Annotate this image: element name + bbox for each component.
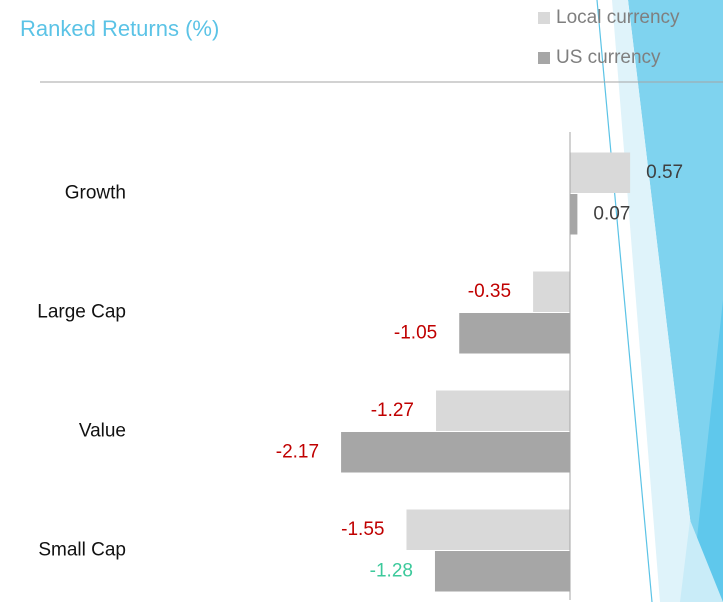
bar — [459, 313, 570, 354]
data-label: 0.57 — [646, 162, 683, 183]
decor-shape — [690, 300, 723, 602]
category-label: Large Cap — [37, 302, 126, 323]
bar — [436, 390, 570, 431]
data-label: -1.28 — [370, 560, 413, 581]
decor-line — [596, 0, 653, 602]
decor-shape — [612, 0, 700, 602]
bar — [434, 551, 570, 592]
data-label: -2.17 — [276, 441, 319, 462]
legend-label: US currency — [556, 47, 661, 68]
data-label: -1.05 — [394, 322, 437, 343]
legend-swatch — [538, 12, 550, 24]
data-label: 0.07 — [593, 203, 630, 224]
data-label: -1.55 — [341, 519, 384, 540]
bar — [570, 194, 578, 235]
decor-shape — [680, 520, 723, 602]
data-label: -0.35 — [468, 281, 511, 302]
bar — [406, 509, 570, 550]
chart-title: Ranked Returns (%) — [20, 16, 219, 41]
category-label: Small Cap — [38, 540, 126, 561]
legend-label: Local currency — [556, 7, 680, 28]
decor-shape — [628, 0, 723, 602]
data-label: -1.27 — [371, 400, 414, 421]
bar — [341, 432, 570, 473]
bar — [533, 271, 570, 312]
legend-swatch — [538, 52, 550, 64]
bar — [570, 152, 631, 193]
category-label: Value — [79, 421, 126, 442]
category-label: Growth — [65, 183, 126, 204]
